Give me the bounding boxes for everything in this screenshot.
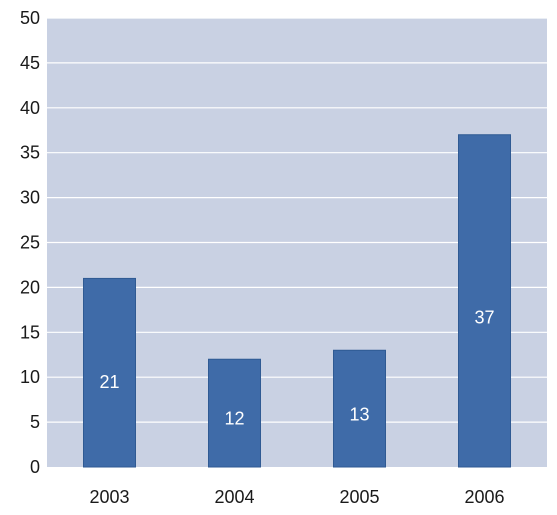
bar-2003 (83, 277, 136, 468)
y-tick-label: 25 (20, 233, 40, 253)
y-tick-label: 50 (20, 8, 40, 28)
y-tick-label: 0 (30, 457, 40, 477)
x-tick-label: 2003 (89, 487, 129, 507)
y-tick-label: 20 (20, 277, 40, 297)
data-label: 13 (349, 404, 369, 424)
y-axis: 0 5 10 15 20 25 30 35 40 45 50 (20, 8, 40, 477)
y-tick-label: 5 (30, 412, 40, 432)
bar-2006 (458, 134, 511, 468)
x-tick-label: 2005 (339, 487, 379, 507)
y-tick-label: 30 (20, 188, 40, 208)
y-tick-label: 45 (20, 53, 40, 73)
data-label: 37 (474, 307, 494, 327)
bar-2004 (208, 358, 261, 468)
y-tick-label: 15 (20, 322, 40, 342)
x-tick-label: 2006 (464, 487, 504, 507)
data-label: 21 (99, 372, 119, 392)
x-axis: 2003 2004 2005 2006 (89, 487, 504, 507)
bar-series (83, 134, 511, 468)
data-label: 12 (224, 409, 244, 429)
y-tick-label: 10 (20, 367, 40, 387)
data-labels: 21 12 13 37 (99, 307, 494, 428)
bar-2005 (333, 349, 386, 468)
x-tick-label: 2004 (214, 487, 254, 507)
y-tick-label: 35 (20, 143, 40, 163)
y-tick-label: 40 (20, 98, 40, 118)
